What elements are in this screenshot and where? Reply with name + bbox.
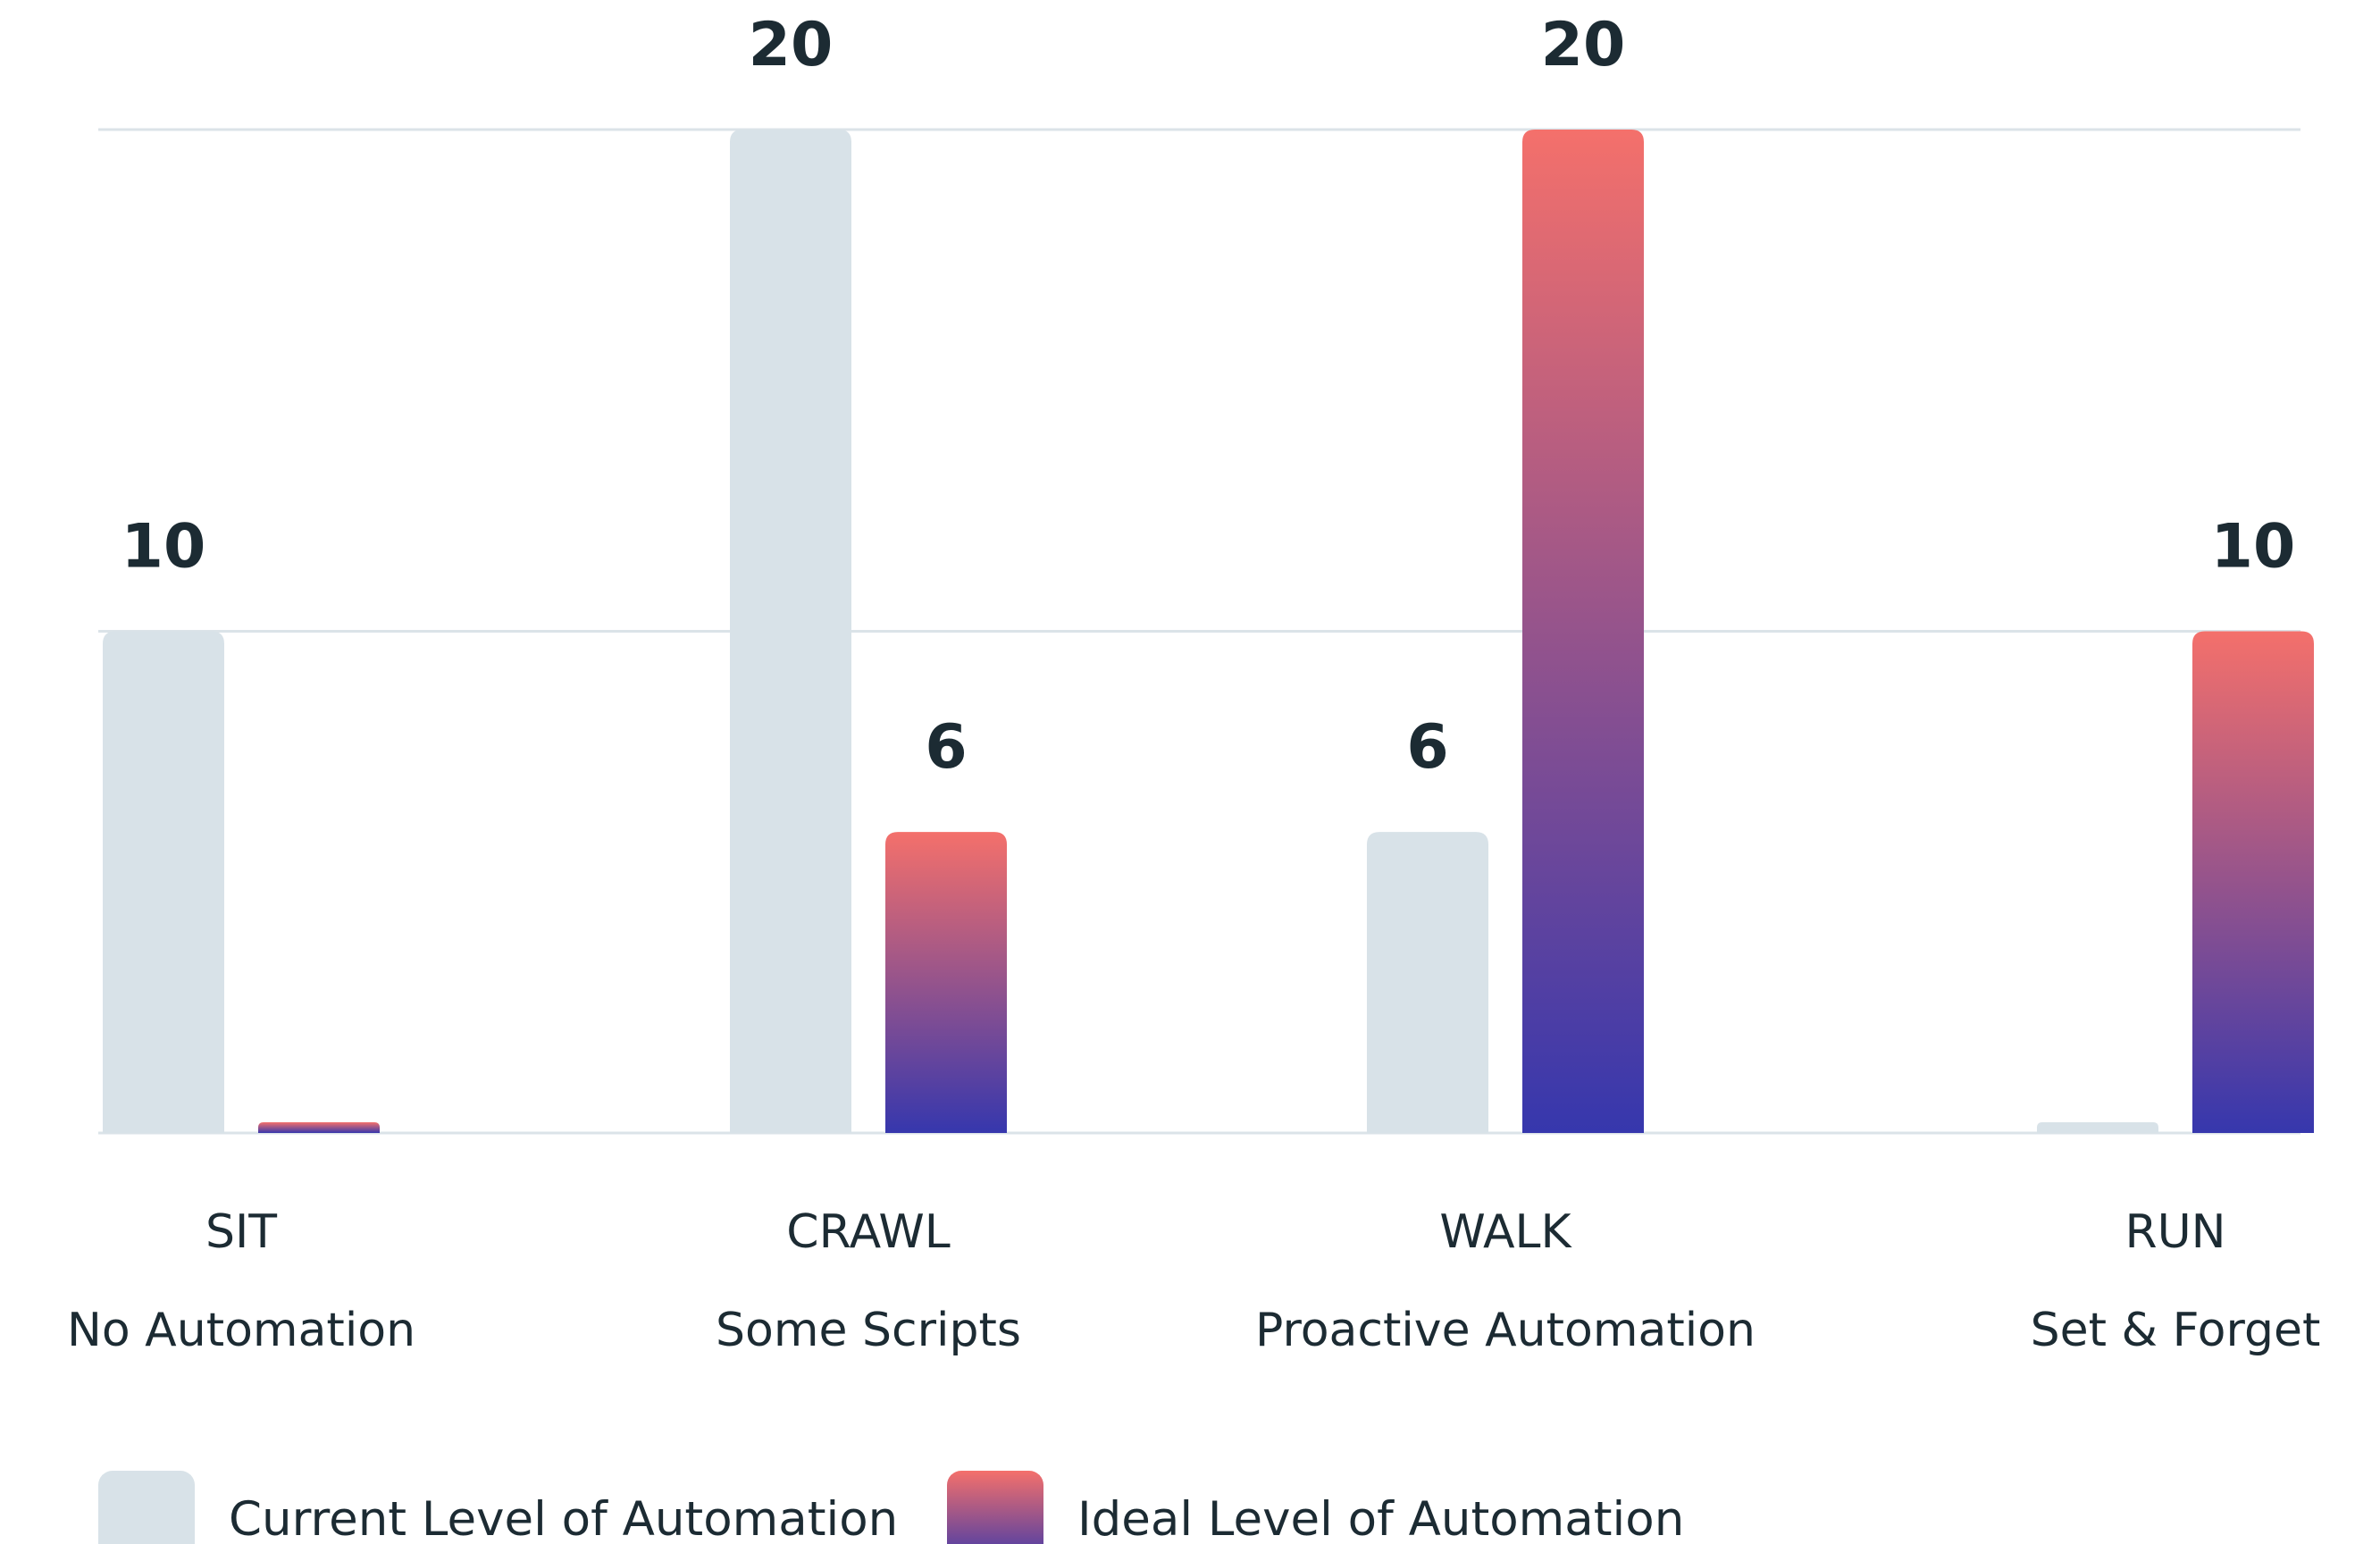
bar-current-crawl (730, 130, 851, 1133)
gridlines (98, 128, 2300, 1135)
legend-label-current: Current Level of Automation (229, 1492, 898, 1544)
value-label: 6 (925, 712, 967, 783)
bars (103, 130, 2314, 1133)
bar-ideal-walk (1522, 130, 1644, 1133)
category-label: WALK (1439, 1205, 1572, 1259)
bar-current-walk (1367, 832, 1488, 1133)
legend-swatch-ideal (947, 1471, 1043, 1544)
value-label: 20 (1541, 10, 1626, 80)
bar-current-run (2037, 1122, 2158, 1133)
bar-ideal-sit (258, 1122, 380, 1133)
legend-label-ideal: Ideal Level of Automation (1077, 1492, 1684, 1544)
bar-current-sit (103, 631, 224, 1133)
value-labels: 10 20 6 6 20 10 (122, 10, 2296, 783)
category-label: CRAWL (786, 1205, 950, 1259)
value-label: 20 (749, 10, 834, 80)
category-label: SIT (205, 1205, 277, 1259)
bar-ideal-crawl (885, 832, 1007, 1133)
value-label: 10 (122, 512, 206, 583)
category-subtitle: Set & Forget (2031, 1304, 2321, 1357)
legend-swatch-current (98, 1471, 195, 1544)
category-subtitle: Some Scripts (716, 1304, 1021, 1357)
value-label: 6 (1406, 712, 1448, 783)
bar-ideal-run (2192, 631, 2314, 1133)
category-labels: SIT No Automation CRAWL Some Scripts WALK Pro… (67, 1205, 2320, 1357)
category-subtitle: Proactive Automation (1255, 1304, 1756, 1357)
value-label: 10 (2211, 512, 2296, 583)
category-label: RUN (2124, 1205, 2225, 1259)
legend: Current Level of Automation Ideal Level o… (98, 1471, 1684, 1544)
category-subtitle: No Automation (67, 1304, 415, 1357)
